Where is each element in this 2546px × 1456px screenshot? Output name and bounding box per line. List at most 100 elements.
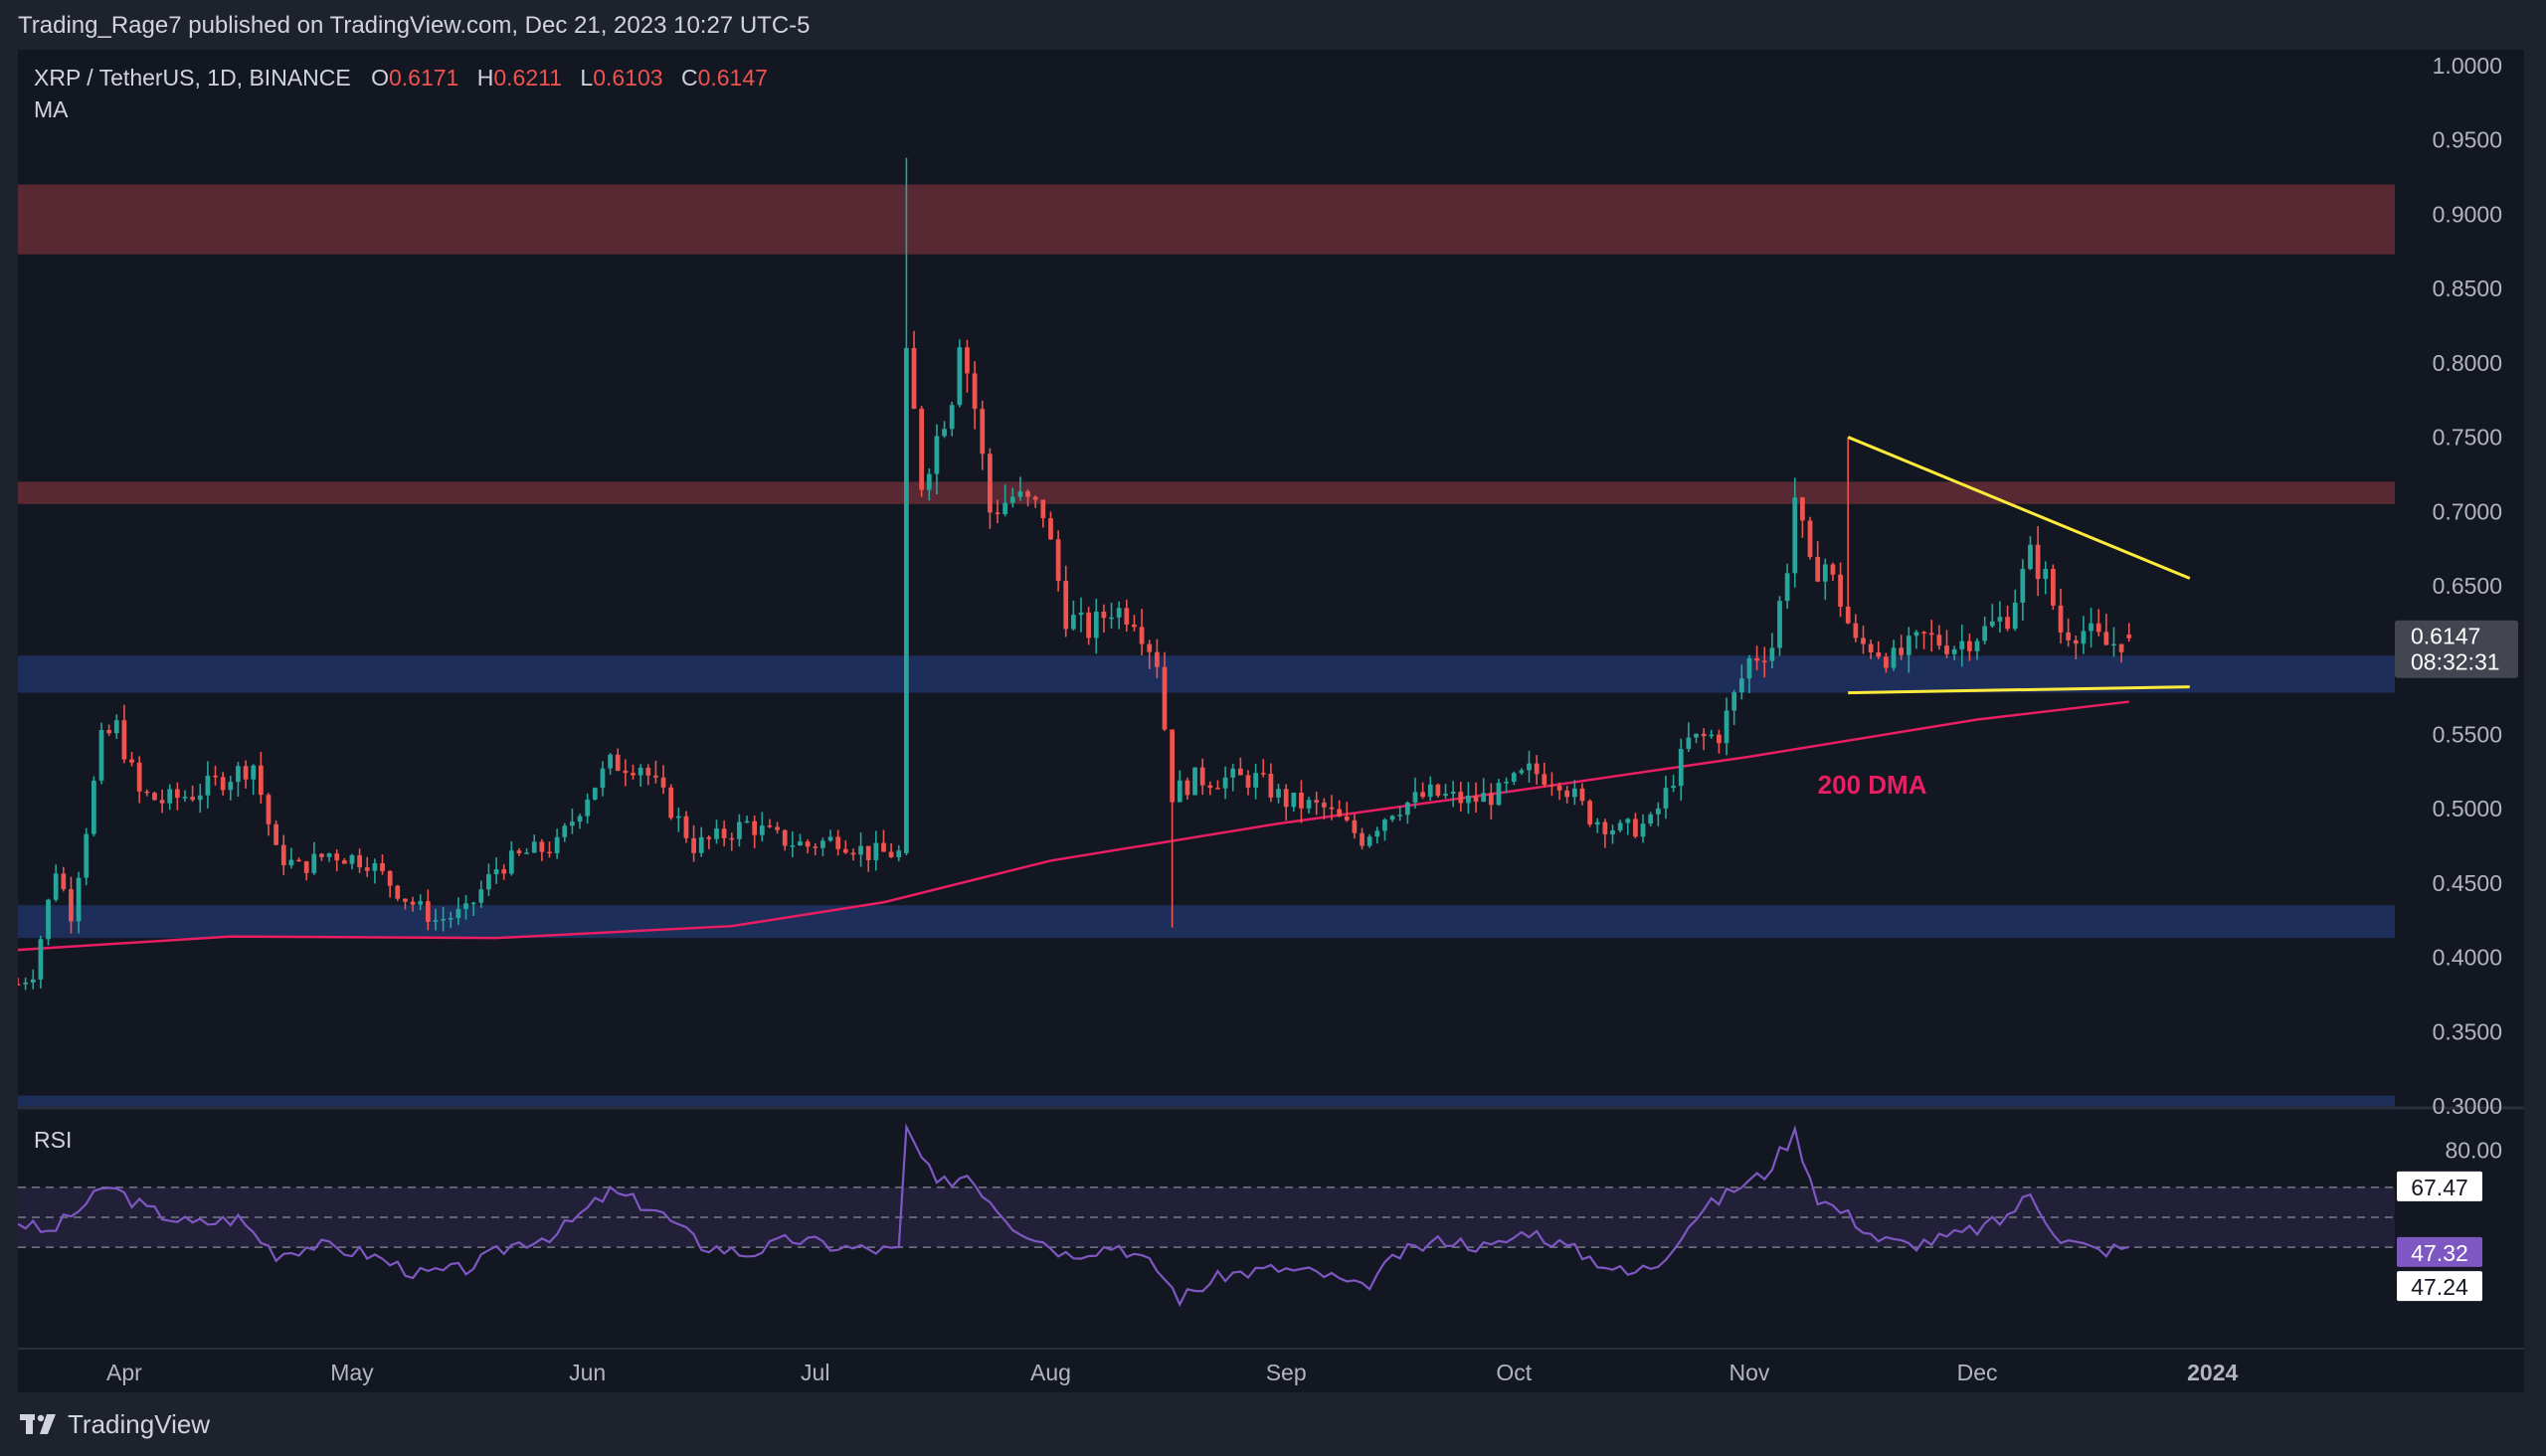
candle-down[interactable] xyxy=(1184,777,1190,800)
candle-down[interactable] xyxy=(136,756,142,804)
candle-up[interactable] xyxy=(98,722,104,785)
candle-down[interactable] xyxy=(1207,781,1213,796)
candle-up[interactable] xyxy=(113,714,119,740)
candle-down[interactable] xyxy=(1800,496,1805,538)
candle-down[interactable] xyxy=(1124,599,1130,633)
candle-up[interactable] xyxy=(2020,559,2026,622)
candle-up[interactable] xyxy=(1640,814,1646,843)
trendline-upper[interactable] xyxy=(1847,436,2191,580)
legend-indicator-ma[interactable]: MA xyxy=(34,96,69,122)
candle-down[interactable] xyxy=(425,889,431,931)
candle-down[interactable] xyxy=(645,764,651,786)
candle-down[interactable] xyxy=(1344,802,1350,822)
candle-down[interactable] xyxy=(729,832,735,851)
candle-down[interactable] xyxy=(2066,619,2072,647)
candle-down[interactable] xyxy=(1807,516,1813,560)
candle-down[interactable] xyxy=(1967,634,1972,661)
candle-up[interactable] xyxy=(1738,664,1744,700)
candle-down[interactable] xyxy=(1876,640,1882,659)
candle-down[interactable] xyxy=(1488,783,1494,819)
candle-down[interactable] xyxy=(1761,646,1767,678)
candle-up[interactable] xyxy=(1078,597,1084,633)
candle-down[interactable] xyxy=(2035,526,2041,597)
candle-up[interactable] xyxy=(433,908,439,931)
candle-up[interactable] xyxy=(349,853,355,870)
candle-up[interactable] xyxy=(1594,818,1600,833)
candle-up[interactable] xyxy=(23,977,29,991)
candle-down[interactable] xyxy=(341,857,347,864)
candle-up[interactable] xyxy=(2111,627,2116,657)
candle-down[interactable] xyxy=(1360,827,1364,850)
candle-up[interactable] xyxy=(957,339,963,408)
candle-up[interactable] xyxy=(1777,596,1782,656)
candle-up[interactable] xyxy=(1002,484,1008,517)
candle-down[interactable] xyxy=(995,499,1000,524)
candle-up[interactable] xyxy=(1192,767,1197,796)
candle-up[interactable] xyxy=(637,764,643,787)
candle-down[interactable] xyxy=(1861,626,1866,654)
candle-up[interactable] xyxy=(1374,826,1380,844)
candle-down[interactable] xyxy=(2073,636,2079,659)
candle-down[interactable] xyxy=(364,856,370,877)
candle-down[interactable] xyxy=(129,752,134,767)
candle-up[interactable] xyxy=(1769,633,1775,669)
candle-down[interactable] xyxy=(631,764,636,780)
candle-down[interactable] xyxy=(1025,488,1030,507)
candle-up[interactable] xyxy=(1291,792,1297,813)
candle-up[interactable] xyxy=(1450,781,1456,808)
candle-up[interactable] xyxy=(1071,600,1076,632)
candle-down[interactable] xyxy=(1633,813,1638,838)
candle-down[interactable] xyxy=(121,704,127,764)
candle-up[interactable] xyxy=(1724,697,1729,756)
candle-up[interactable] xyxy=(2043,561,2049,595)
candle-up[interactable] xyxy=(798,833,803,846)
candle-down[interactable] xyxy=(721,820,727,846)
candle-up[interactable] xyxy=(570,809,575,834)
candle-up[interactable] xyxy=(896,844,902,862)
candle-up[interactable] xyxy=(942,421,947,439)
candle-up[interactable] xyxy=(1822,558,1828,601)
demand-zone[interactable] xyxy=(18,905,2395,939)
rsi-panel-label[interactable]: RSI xyxy=(34,1127,72,1153)
candle-up[interactable] xyxy=(448,911,454,929)
candle-up[interactable] xyxy=(524,847,529,854)
candle-up[interactable] xyxy=(1784,563,1790,610)
candle-down[interactable] xyxy=(69,876,74,934)
candle-down[interactable] xyxy=(752,816,758,848)
candle-down[interactable] xyxy=(213,765,218,786)
candle-up[interactable] xyxy=(1686,722,1692,753)
candle-up[interactable] xyxy=(470,901,476,916)
candle-up[interactable] xyxy=(790,831,796,857)
candle-down[interactable] xyxy=(174,782,180,811)
candle-up[interactable] xyxy=(759,812,765,842)
candle-up[interactable] xyxy=(326,852,332,862)
candle-up[interactable] xyxy=(486,863,491,896)
candle-up[interactable] xyxy=(934,424,940,495)
candle-up[interactable] xyxy=(577,814,583,829)
candle-down[interactable] xyxy=(1868,639,1874,659)
candle-up[interactable] xyxy=(2028,536,2033,571)
candle-down[interactable] xyxy=(1032,495,1038,508)
candle-up[interactable] xyxy=(1017,476,1023,501)
candle-up[interactable] xyxy=(182,790,188,803)
ma-200-line[interactable] xyxy=(18,700,2129,952)
candle-down[interactable] xyxy=(988,448,993,529)
candle-down[interactable] xyxy=(881,829,886,852)
candle-up[interactable] xyxy=(236,761,241,798)
candle-up[interactable] xyxy=(508,840,514,876)
trendline-lower[interactable] xyxy=(1848,685,2190,695)
candle-down[interactable] xyxy=(1701,728,1707,751)
supply-zone[interactable] xyxy=(18,184,2395,255)
candle-down[interactable] xyxy=(243,760,249,789)
candle-down[interactable] xyxy=(972,361,978,430)
candle-down[interactable] xyxy=(144,789,150,797)
candle-down[interactable] xyxy=(1086,607,1092,645)
candle-down[interactable] xyxy=(805,838,811,854)
candle-up[interactable] xyxy=(531,834,537,853)
candle-down[interactable] xyxy=(865,845,871,872)
candle-up[interactable] xyxy=(1610,824,1615,844)
candle-down[interactable] xyxy=(319,852,324,861)
candle-down[interactable] xyxy=(1147,639,1153,669)
candle-up[interactable] xyxy=(1177,770,1182,803)
candle-up[interactable] xyxy=(205,761,211,809)
